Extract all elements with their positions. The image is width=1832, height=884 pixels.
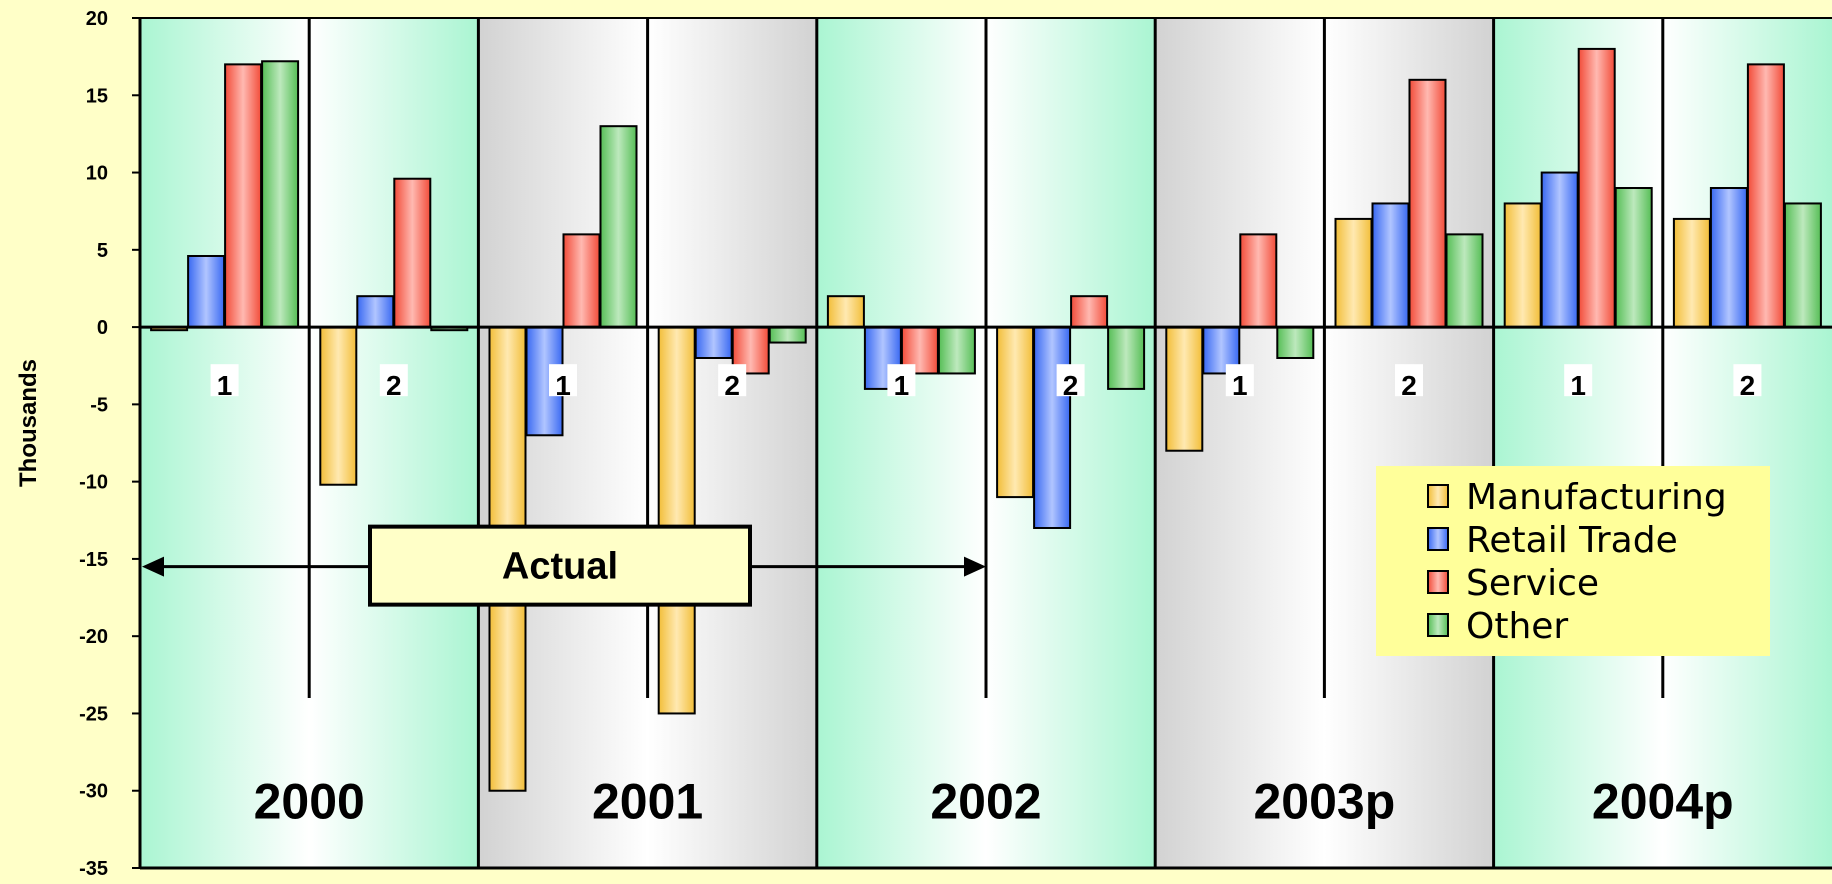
actual-arrow-left-head: [142, 556, 164, 577]
bar-retail-trade: [356, 295, 395, 329]
legend-swatch-service: [1427, 570, 1449, 594]
bar-manufacturing: [319, 326, 358, 486]
year-label: 2004p: [1592, 774, 1734, 830]
half-label-bg: [1733, 364, 1762, 397]
half-label: 2: [724, 370, 740, 401]
y-tick-label: -25: [79, 703, 108, 725]
bar-service: [1746, 63, 1785, 329]
bar-manufacturing: [657, 326, 696, 715]
y-tick-label: -5: [90, 394, 108, 416]
year-label: 2001: [592, 774, 703, 830]
half-label-bg: [1225, 364, 1254, 397]
legend-label: Retail Trade: [1466, 520, 1678, 561]
half-label: 2: [1740, 370, 1756, 401]
bar-service: [393, 177, 432, 329]
bar-manufacturing: [1672, 217, 1711, 329]
bar-other: [1783, 202, 1822, 329]
bar-manufacturing: [1165, 326, 1204, 452]
bar-retail-trade: [694, 326, 733, 360]
actual-arrow-right-head: [964, 556, 986, 577]
year-label: 2002: [930, 774, 1041, 830]
y-tick-label: 15: [86, 85, 108, 107]
half-label: 1: [894, 370, 910, 401]
half-label-bg: [549, 364, 577, 397]
y-tick-label: 20: [86, 8, 108, 30]
year-label: 2003p: [1254, 774, 1396, 830]
bar-retail-trade: [1033, 326, 1072, 529]
half-label-bg: [210, 364, 239, 397]
year-label: 2000: [254, 774, 365, 830]
legend-swatch-manufacturing: [1427, 484, 1449, 508]
bar-other: [599, 125, 638, 329]
bar-manufacturing: [826, 295, 865, 329]
bar-service: [562, 233, 601, 329]
y-tick-label: -15: [79, 549, 108, 571]
half-label: 2: [1401, 370, 1417, 401]
bar-other: [937, 326, 976, 375]
legend-label: Other: [1466, 606, 1568, 647]
bar-other: [768, 326, 807, 344]
bar-other: [1445, 233, 1484, 329]
legend-swatch-other: [1427, 613, 1449, 637]
bar-service: [1408, 78, 1447, 329]
bar-other: [1614, 187, 1653, 329]
bar-other: [1276, 326, 1315, 360]
y-tick-label: 10: [86, 163, 108, 185]
half-label-bg: [887, 364, 916, 397]
bar-retail-trade: [187, 255, 226, 329]
half-label-bg: [718, 364, 747, 397]
bar-manufacturing: [1503, 202, 1542, 329]
half-label: 1: [555, 370, 571, 401]
y-axis-label: Thousands: [15, 359, 42, 487]
bar-other: [1107, 326, 1146, 390]
bar-service: [1070, 295, 1109, 329]
bar-manufacturing: [996, 326, 1035, 499]
half-label: 1: [1232, 370, 1248, 401]
actual-annotation-box: [368, 524, 752, 607]
y-tick-label: 5: [97, 240, 108, 262]
legend-label: Manufacturing: [1466, 477, 1727, 518]
bar-retail-trade: [1371, 202, 1410, 329]
bar-service: [1577, 47, 1616, 329]
y-tick-label: -30: [79, 781, 108, 803]
y-tick-label: 0: [97, 317, 108, 339]
half-label-bg: [1564, 364, 1593, 397]
legend-swatch-retail-trade: [1427, 527, 1449, 551]
bar-retail-trade: [1709, 187, 1748, 329]
half-label: 1: [217, 370, 233, 401]
half-label-bg: [379, 364, 408, 397]
half-label: 2: [1063, 370, 1079, 401]
half-label: 1: [1570, 370, 1586, 401]
bar-service: [1239, 233, 1278, 329]
actual-annotation-text: Actual: [502, 546, 618, 588]
bar-service: [224, 63, 263, 329]
bar-manufacturing: [1334, 217, 1373, 329]
half-label-bg: [1395, 364, 1423, 397]
bar-other: [261, 60, 300, 329]
legend-label: Service: [1466, 563, 1599, 604]
y-tick-label: -35: [79, 858, 108, 879]
half-label-bg: [1056, 364, 1085, 397]
y-tick-label: -10: [79, 472, 108, 494]
half-label: 2: [386, 370, 402, 401]
y-tick-label: -20: [79, 626, 108, 648]
bar-retail-trade: [1540, 171, 1579, 329]
